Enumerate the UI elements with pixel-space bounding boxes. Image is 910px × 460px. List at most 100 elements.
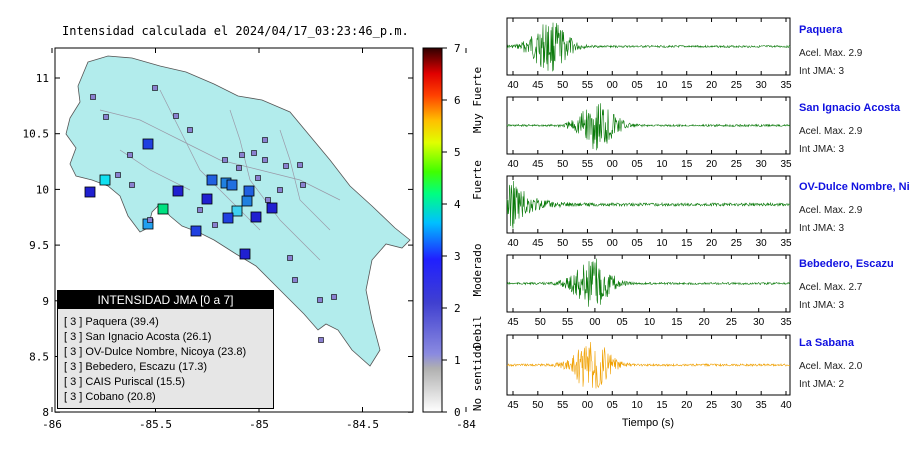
trace-tick-label: 20 [706, 159, 718, 170]
trace-tick-label: 45 [507, 317, 519, 328]
station-marker [187, 127, 193, 133]
station-name: San Ignacio Acosta [799, 102, 901, 114]
colorbar-tick-label: 4 [454, 198, 461, 211]
colorbar-tick-label: 6 [454, 94, 461, 107]
station-marker [318, 337, 324, 343]
trace-tick-label: 30 [756, 80, 768, 91]
station-marker [173, 113, 179, 119]
station-marker [197, 207, 203, 213]
station-marker [103, 114, 109, 120]
trace-panel: 40 45 50 55 00 05 10 15 20 25 30 35 [506, 175, 792, 249]
legend-title: INTENSIDAD JMA [0 a 7] [58, 291, 273, 309]
trace-panel: 45 50 55 00 05 10 15 20 25 30 35 [506, 254, 792, 328]
station-marker [287, 255, 293, 261]
trace-tick-label: 25 [731, 159, 743, 170]
x-tick-label: -85 [249, 418, 269, 431]
station-marker [331, 294, 337, 300]
trace-tick-label: 50 [557, 159, 569, 170]
trace-tick-label: 15 [681, 80, 693, 91]
trace-tick-label: 05 [632, 159, 644, 170]
legend-row: [ 3 ] San Ignacio Acosta (26.1) [64, 331, 212, 343]
seismogram-trace [506, 22, 791, 72]
station-marker [172, 185, 184, 197]
station-marker [222, 157, 228, 163]
station-marker [297, 162, 303, 168]
station-marker [115, 172, 121, 178]
station-marker [236, 165, 242, 171]
x-tick-label: -85.5 [139, 418, 172, 431]
trace-tick-label: 35 [780, 317, 792, 328]
station-accel: Acel. Max. 2.9 [799, 48, 863, 59]
station-marker [262, 157, 268, 163]
station-marker [277, 187, 283, 193]
station-int: Int JMA: 3 [799, 223, 845, 234]
y-tick-label: 9.5 [29, 239, 49, 252]
trace-tick-label: 00 [607, 238, 619, 249]
trace-tick-label: 10 [632, 400, 644, 411]
station-int: Int JMA: 3 [799, 66, 845, 77]
trace-tick-label: 55 [582, 80, 594, 91]
colorbar-tick-label: 0 [454, 406, 461, 419]
station-accel: Acel. Max. 2.9 [799, 126, 863, 137]
trace-tick-label: 30 [753, 317, 765, 328]
trace-tick-label: 15 [681, 159, 693, 170]
colorbar-class-label: Debil [471, 315, 484, 348]
station-marker [239, 152, 245, 158]
trace-tick-label: 25 [731, 80, 743, 91]
trace-tick-label: 25 [706, 400, 718, 411]
station-marker [157, 203, 169, 215]
station-int: Int JMA: 3 [799, 144, 845, 155]
station-accel: Acel. Max. 2.7 [799, 282, 863, 293]
station-marker [265, 197, 271, 203]
trace-tick-label: 30 [731, 400, 743, 411]
station-marker [129, 182, 135, 188]
trace-tick-label: 50 [557, 80, 569, 91]
trace-tick-label: 00 [607, 80, 619, 91]
trace-tick-label: 30 [756, 159, 768, 170]
trace-tick-label: 15 [681, 238, 693, 249]
station-marker [251, 150, 257, 156]
seismogram-trace [506, 103, 791, 151]
seismogram-trace [506, 341, 791, 389]
colorbar-tick-label: 3 [454, 250, 461, 263]
seismogram-trace [506, 258, 791, 307]
map-title: Intensidad calculada el 2024/04/17_03:23… [62, 24, 409, 38]
y-tick-label: 8.5 [29, 351, 49, 364]
y-tick-label: 8 [42, 406, 49, 419]
colorbar-tick-label: 5 [454, 146, 461, 159]
trace-tick-label: 45 [532, 80, 544, 91]
station-name: Bebedero, Escazu [799, 258, 894, 270]
legend-row: [ 3 ] Cobano (20.8) [64, 391, 156, 403]
station-marker [231, 205, 243, 217]
intensity-legend: INTENSIDAD JMA [0 a 7] [ 3 ] Paquera (39… [57, 290, 274, 409]
station-marker [152, 85, 158, 91]
colorbar-class-label: Moderado [471, 244, 484, 297]
trace-tick-label: 00 [607, 159, 619, 170]
station-marker [292, 277, 298, 283]
station-marker [241, 195, 253, 207]
legend-row: [ 3 ] CAIS Puriscal (15.5) [64, 376, 186, 388]
colorbar-tick-label: 1 [454, 354, 461, 367]
trace-tick-label: 55 [557, 400, 569, 411]
trace-tick-label: 55 [562, 317, 574, 328]
x-tick-label: -84 [456, 418, 476, 431]
station-marker [147, 217, 153, 223]
trace-tick-label: 45 [532, 238, 544, 249]
trace-panel: 45 50 55 00 05 10 15 20 25 30 35 40 [506, 334, 792, 411]
trace-tick-label: 10 [656, 80, 668, 91]
station-marker [266, 202, 278, 214]
colorbar-tick-label: 7 [454, 42, 461, 55]
station-int: Int JMA: 2 [799, 379, 845, 390]
colorbar-class-label: No sentido [471, 345, 484, 411]
trace-tick-label: 50 [557, 238, 569, 249]
trace-tick-label: 35 [780, 238, 792, 249]
x-tick-label: -84.5 [346, 418, 379, 431]
station-name: La Sabana [799, 337, 855, 349]
trace-tick-label: 05 [632, 80, 644, 91]
station-marker [239, 248, 251, 260]
trace-tick-label: 55 [582, 159, 594, 170]
station-marker [255, 175, 261, 181]
trace-panel: 40 45 50 55 00 05 10 15 20 25 30 35 [506, 96, 792, 170]
station-name: OV-Dulce Nombre, Nicoya [799, 181, 910, 193]
y-tick-label: 9 [42, 295, 49, 308]
